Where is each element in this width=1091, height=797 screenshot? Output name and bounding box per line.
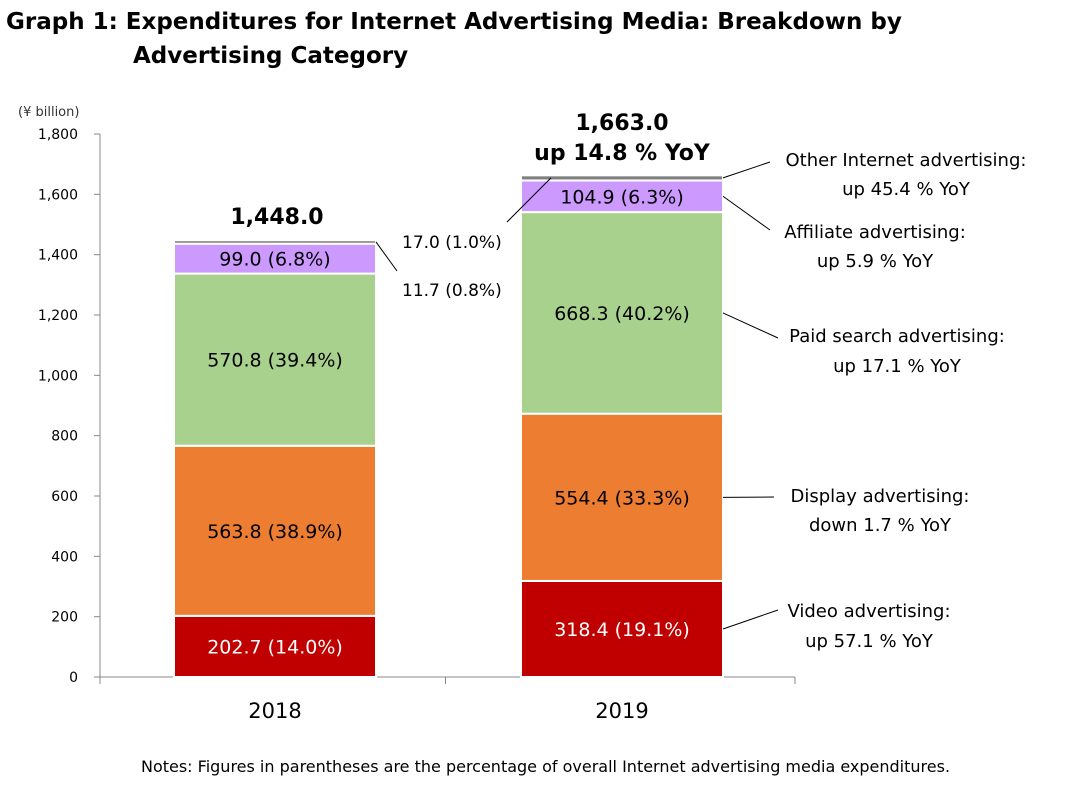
annotation-affiliate-name: Affiliate advertising: (784, 222, 966, 243)
y-tick-label: 0 (69, 670, 78, 686)
y-tick-label: 600 (51, 489, 78, 505)
chart-title-line1: Graph 1: Expenditures for Internet Adver… (6, 9, 902, 35)
total-label: 1,663.0 (575, 111, 668, 136)
y-tick-label: 1,400 (38, 248, 78, 264)
bar-segment-affiliate (520, 179, 724, 214)
y-tick-label: 1,000 (38, 368, 78, 384)
data-label-video: 202.7 (14.0%) (207, 636, 343, 658)
annotation-affiliate-change: up 5.9 % YoY (817, 251, 934, 272)
y-tick-label: 400 (51, 549, 78, 565)
annotation-other-name: Other Internet advertising: (786, 150, 1027, 171)
leader-line (722, 312, 779, 339)
data-label-video: 318.4 (19.1%) (554, 619, 690, 641)
bar-segment-display (520, 412, 724, 582)
data-label-display: 563.8 (38.9%) (207, 521, 343, 543)
leader-line (722, 195, 771, 231)
y-tick-label: 1,800 (38, 127, 78, 143)
data-label-paid-search: 668.3 (40.2%) (554, 303, 690, 325)
annotation-video-name: Video advertising: (787, 601, 950, 622)
bar-segment-video (520, 579, 724, 679)
data-label-display: 554.4 (33.3%) (554, 487, 690, 509)
leader-line (375, 241, 398, 272)
y-tick-label: 200 (51, 610, 78, 626)
annotation-other-change: up 45.4 % YoY (842, 179, 971, 200)
leader-line (506, 177, 552, 223)
annotation-paid-search-name: Paid search advertising: (789, 326, 1005, 347)
y-axis-unit-label: (¥ billion) (18, 105, 79, 120)
data-label-other: 11.7 (0.8%) (402, 281, 502, 301)
annotation-display-name: Display advertising: (791, 486, 970, 507)
data-label-other: 17.0 (1.0%) (402, 233, 502, 253)
bar-segment-other (173, 239, 377, 245)
annotation-paid-search-change: up 17.1 % YoY (833, 356, 962, 377)
annotation-display-change: down 1.7 % YoY (809, 515, 952, 536)
x-category-label: 2019 (595, 699, 648, 723)
total-change-label: up 14.8 % YoY (534, 141, 711, 166)
bar-segment-other (520, 174, 724, 182)
annotation-video-change: up 57.1 % YoY (805, 631, 934, 652)
x-category-label: 2018 (248, 699, 301, 723)
leader-line (722, 609, 779, 630)
total-label: 1,448.0 (230, 205, 323, 230)
stacked-bar-chart: (¥ billion) 0 200 400 600 800 1,000 1,200 1,400 1… (18, 105, 1027, 723)
y-tick-label: 1,600 (38, 187, 78, 203)
data-label-affiliate: 104.9 (6.3%) (560, 186, 684, 208)
leader-line (722, 161, 771, 179)
chart-note: Notes: Figures in parentheses are the pe… (140, 757, 951, 776)
chart-title-line2: Advertising Category (133, 43, 409, 69)
data-label-affiliate: 99.0 (6.8%) (219, 249, 330, 271)
bar-segment-display (173, 444, 377, 617)
data-label-paid-search: 570.8 (39.4%) (207, 350, 343, 372)
y-tick-label: 1,200 (38, 308, 78, 324)
y-tick-label: 800 (51, 429, 78, 445)
